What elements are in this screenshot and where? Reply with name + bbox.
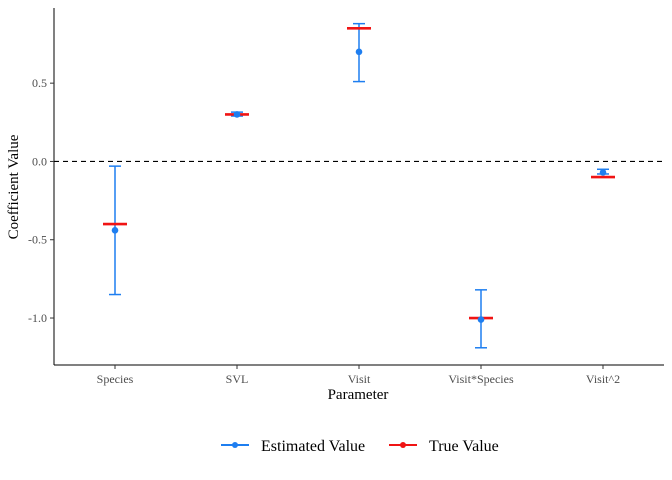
y-tick-label: 0.0 bbox=[32, 154, 47, 168]
estimated-value-point bbox=[111, 227, 119, 234]
x-tick-label: Visit bbox=[348, 372, 371, 386]
legend: Estimated Value True Value bbox=[221, 438, 499, 455]
chart-marks bbox=[103, 22, 615, 349]
axis-ticks: -1.0 -0.5 0.0 0.5 Species SVL Visit Visit*Speci… bbox=[28, 76, 620, 386]
x-axis-title: Parameter bbox=[328, 387, 389, 403]
legend-key-point bbox=[400, 442, 406, 448]
x-tick-label: SVL bbox=[226, 372, 249, 386]
estimated-value-point bbox=[477, 316, 485, 323]
estimated-value-point bbox=[599, 169, 607, 176]
legend-key-point bbox=[232, 442, 238, 448]
x-tick-label: Visit*Species bbox=[448, 372, 514, 386]
y-tick-label: -0.5 bbox=[28, 233, 47, 247]
legend-label: Estimated Value bbox=[261, 438, 365, 455]
legend-label: True Value bbox=[429, 438, 499, 455]
y-axis-title: Coefficient Value bbox=[6, 134, 22, 239]
estimated-value-point bbox=[233, 111, 241, 118]
estimated-value-point bbox=[355, 48, 363, 56]
x-tick-label: Visit^2 bbox=[586, 372, 620, 386]
y-tick-label: -1.0 bbox=[28, 311, 47, 325]
y-tick-label: 0.5 bbox=[32, 76, 47, 90]
x-tick-label: Species bbox=[97, 372, 134, 386]
